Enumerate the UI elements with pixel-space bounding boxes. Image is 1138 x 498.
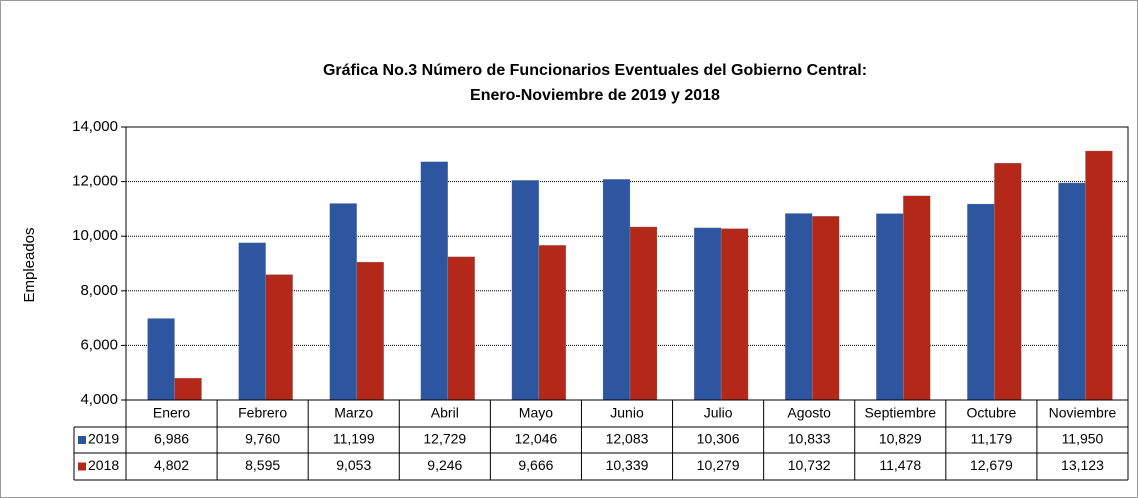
bar (147, 318, 175, 401)
table-cell: 13,123 (1061, 457, 1104, 473)
plot-border (125, 126, 1129, 401)
legend-swatch (78, 436, 86, 444)
bar (1058, 182, 1086, 401)
x-tick-label: Enero (153, 405, 191, 421)
x-tick-label: Mayo (519, 405, 553, 421)
table-cell: 9,053 (336, 457, 371, 473)
table-cell: 10,279 (697, 457, 740, 473)
y-tick-label: 12,000 (72, 173, 118, 190)
bar (538, 245, 567, 401)
x-tick-label: Febrero (238, 405, 287, 421)
x-tick-label: Marzo (334, 405, 373, 421)
table-cell: 12,083 (606, 431, 649, 447)
x-tick-label: Julio (704, 405, 733, 421)
bar (812, 216, 840, 401)
y-tick-label: 8,000 (80, 282, 118, 299)
bar (785, 213, 813, 401)
legend-label: 2018 (88, 457, 119, 473)
x-tick-label: Junio (610, 405, 644, 421)
table-cell: 12,729 (423, 431, 466, 447)
bar (447, 256, 475, 401)
bar (602, 179, 631, 401)
table-cell: 10,732 (788, 457, 831, 473)
y-tick-label: 10,000 (72, 227, 118, 244)
x-tick-label: Agosto (787, 405, 831, 421)
table-cell: 4,802 (154, 457, 189, 473)
chart-subtitle: Enero-Noviembre de 2019 y 2018 (470, 87, 720, 104)
table-cell: 8,595 (245, 457, 280, 473)
table-cell: 10,829 (879, 431, 922, 447)
table-cell: 10,339 (606, 457, 649, 473)
bar (693, 227, 722, 401)
table-cell: 11,950 (1062, 431, 1104, 447)
x-tick-label: Noviembre (1049, 405, 1117, 421)
y-axis-label: Empleados (21, 227, 38, 302)
table-cell: 10,833 (788, 431, 831, 447)
table-cell: 11,478 (879, 457, 921, 473)
bar (967, 203, 995, 401)
bar (629, 226, 658, 401)
y-tick-label: 6,000 (80, 336, 118, 353)
y-tick-label: 14,000 (72, 118, 118, 135)
legend-label: 2019 (88, 431, 119, 447)
table-cell: 12,046 (514, 431, 557, 447)
x-tick-label: Octubre (966, 405, 1016, 421)
bar (903, 195, 931, 401)
bar (876, 213, 904, 401)
table-cell: 6,986 (154, 431, 189, 447)
table-cell: 12,679 (970, 457, 1013, 473)
legend-swatch (78, 462, 86, 471)
bar (420, 161, 448, 401)
y-tick-label: 4,000 (80, 391, 118, 408)
table-cell: 10,306 (697, 431, 740, 447)
table-cell: 9,246 (427, 457, 462, 473)
bar (511, 180, 540, 401)
bar (329, 203, 357, 401)
bar (1085, 150, 1113, 401)
x-tick-label: Septiembre (864, 405, 936, 421)
table-cell: 11,179 (970, 431, 1012, 447)
table-cell: 11,199 (333, 431, 375, 447)
x-tick-label: Abril (431, 405, 459, 421)
bar (265, 274, 293, 401)
bar (720, 228, 749, 401)
bar (238, 242, 266, 401)
chart-title: Gráfica No.3 Número de Funcionarios Even… (323, 62, 867, 79)
bar (356, 261, 384, 401)
bar (994, 162, 1022, 401)
table-cell: 9,666 (518, 457, 553, 473)
table-cell: 9,760 (245, 431, 280, 447)
bar (174, 377, 202, 401)
